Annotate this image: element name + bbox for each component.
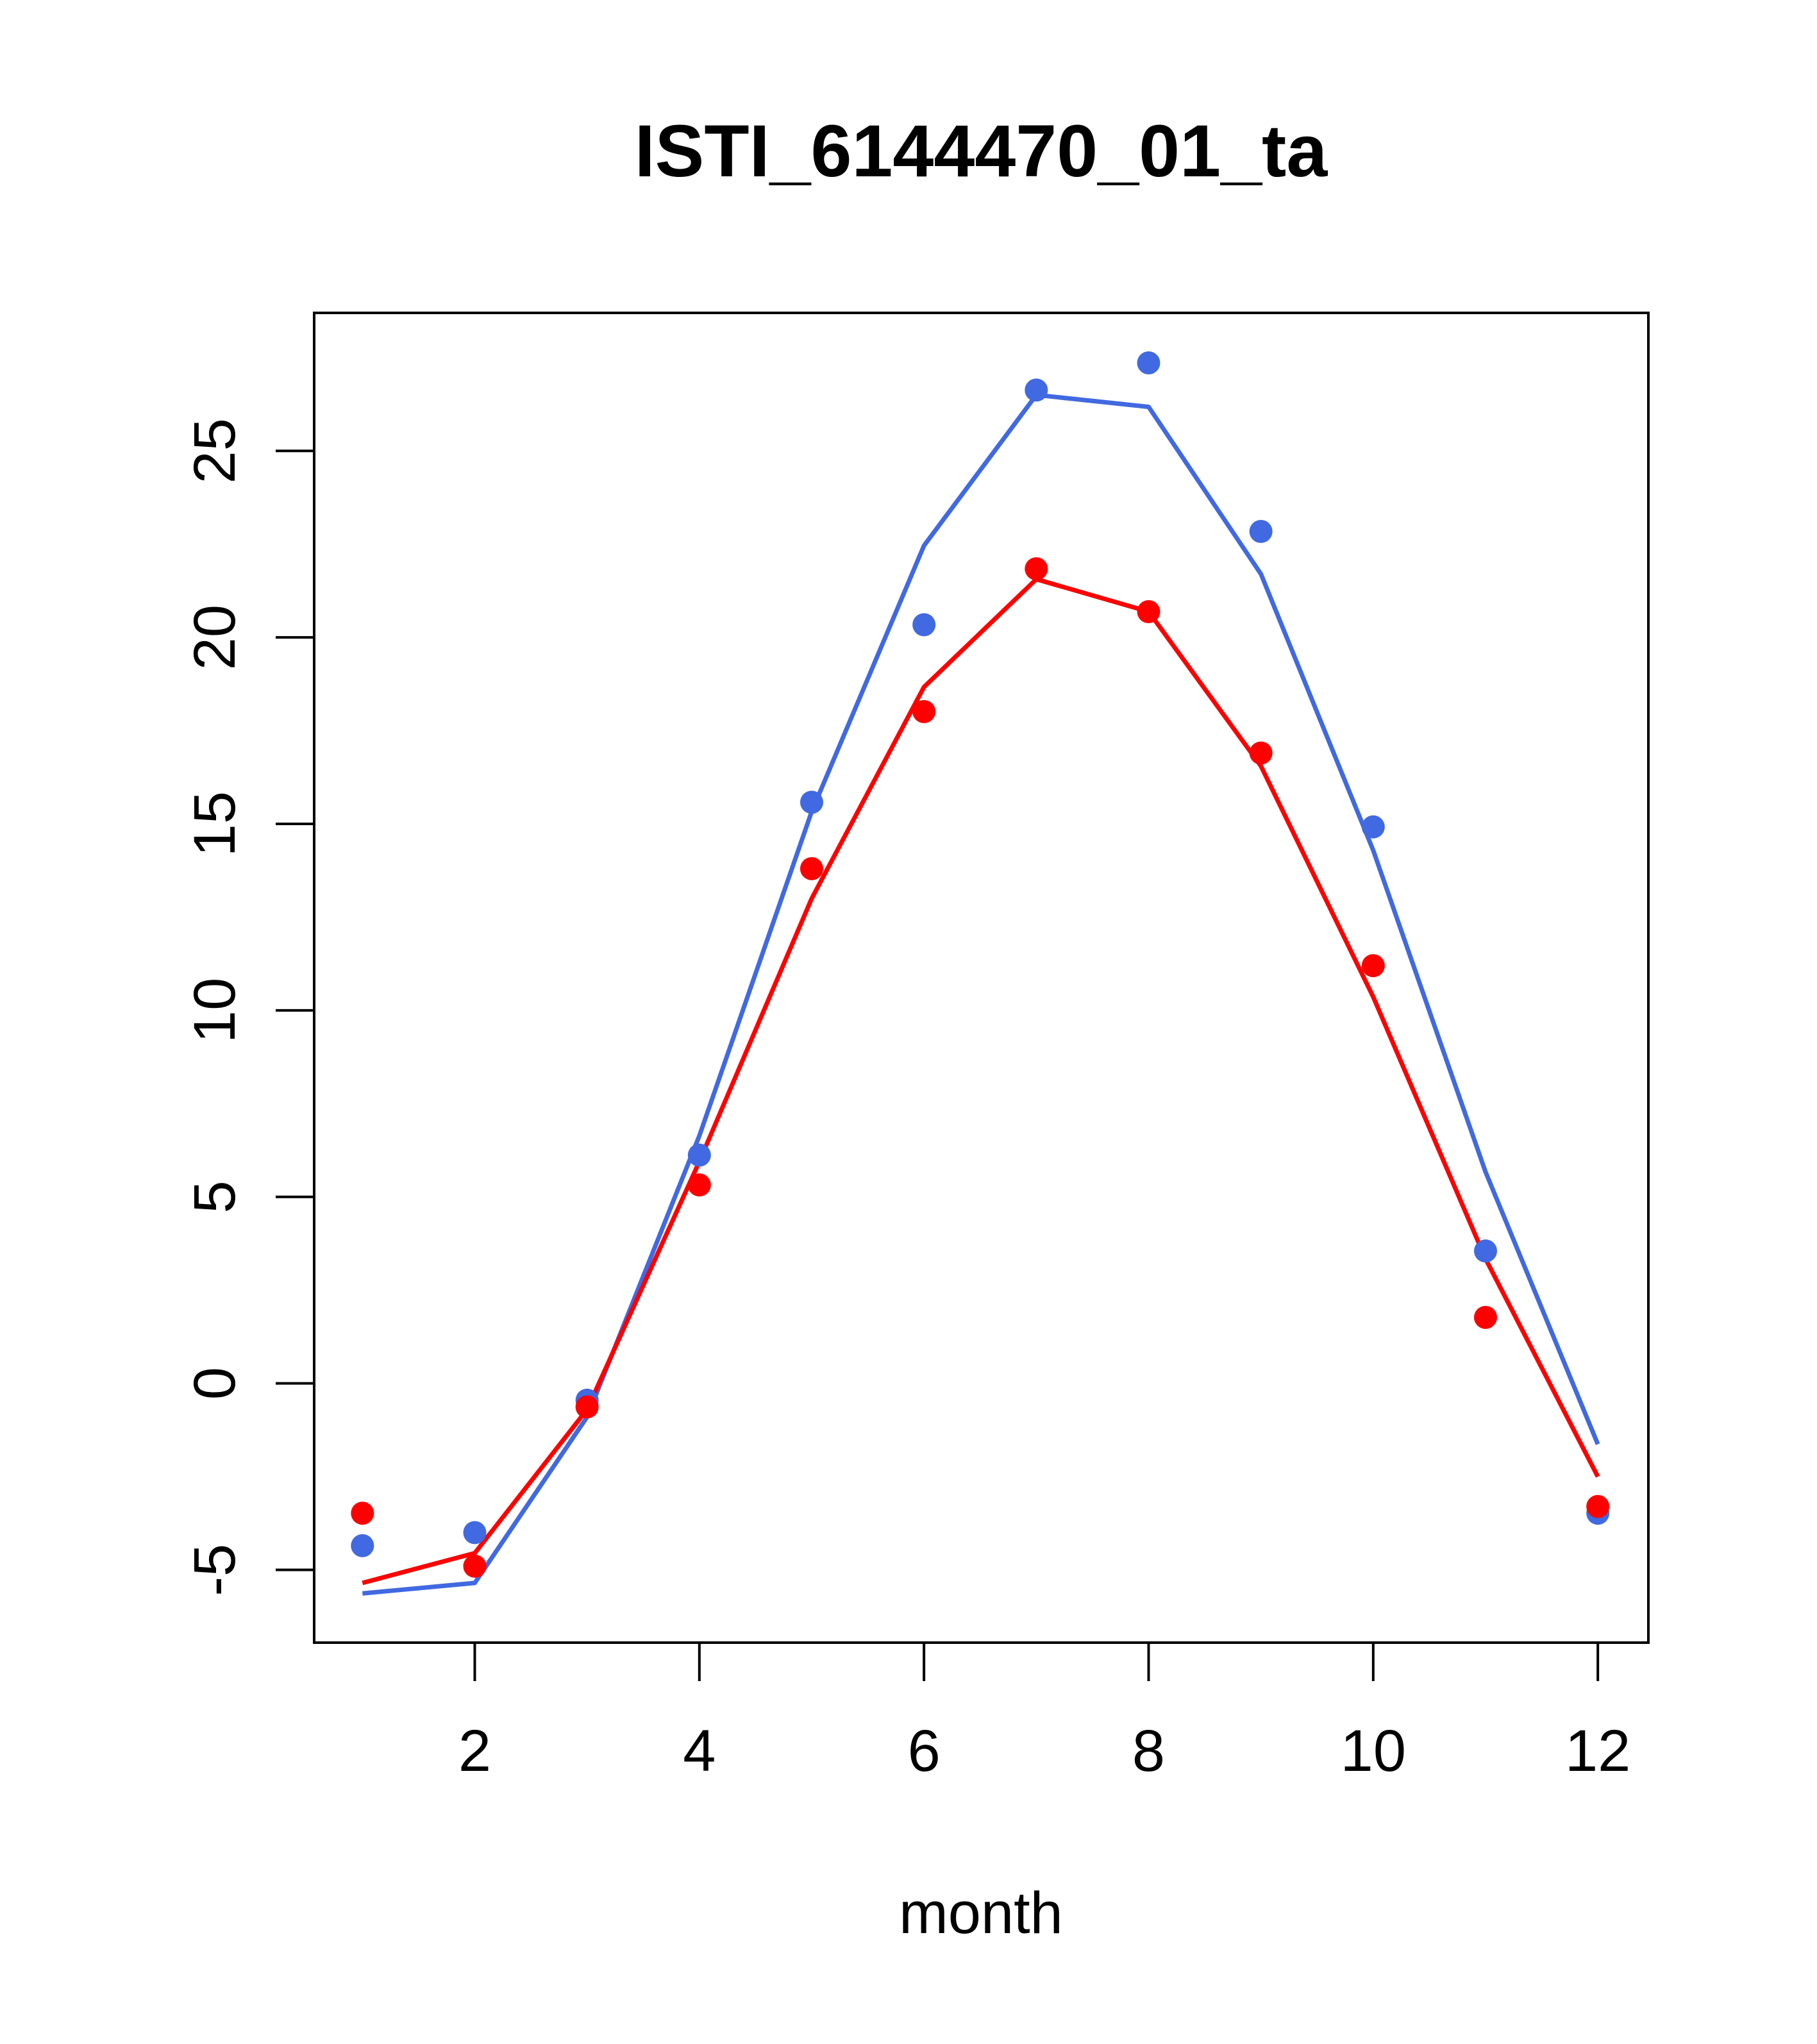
blue-line [362, 392, 1600, 1596]
y-tick-label: 20 [182, 605, 247, 670]
red-point [1137, 599, 1160, 623]
x-tick-label: 4 [683, 1718, 716, 1784]
y-tick-label: 15 [182, 791, 247, 857]
y-tick-label: 5 [182, 1180, 247, 1213]
red-point [351, 1502, 374, 1525]
x-tick-label: 2 [458, 1718, 491, 1784]
x-axis: 2 4 6 8 10 12 [458, 1641, 1630, 1784]
red-point [912, 699, 936, 723]
red-point [1025, 557, 1048, 581]
red-point [575, 1395, 599, 1419]
blue-point [1474, 1239, 1498, 1263]
red-point [1586, 1495, 1610, 1518]
blue-point [463, 1521, 487, 1545]
blue-point [1137, 351, 1160, 374]
red-point [1249, 741, 1273, 765]
y-axis: -5 0 5 10 15 20 25 [182, 418, 315, 1596]
series-layer [351, 351, 1610, 1596]
x-tick-label: 6 [908, 1718, 941, 1784]
plot-box [313, 312, 1650, 1644]
red-line [362, 576, 1600, 1586]
y-tick-label: -5 [182, 1544, 247, 1596]
x-tick-label: 10 [1341, 1718, 1406, 1784]
red-point [463, 1554, 487, 1578]
y-tick-label: 0 [182, 1367, 247, 1400]
blue-point [687, 1143, 711, 1167]
x-tick-label: 12 [1565, 1718, 1630, 1784]
y-tick-label: 25 [182, 418, 247, 483]
x-axis-label: month [899, 1881, 1063, 1946]
red-point [1474, 1305, 1498, 1329]
y-tick-label: 10 [182, 978, 247, 1043]
chart-title: ISTI_6144470_01_ta [635, 110, 1328, 192]
blue-point [1249, 519, 1273, 543]
blue-point [800, 791, 823, 814]
red-point [800, 857, 823, 880]
blue-point [1025, 378, 1048, 402]
x-tick-label: 8 [1132, 1718, 1165, 1784]
blue-point [1361, 815, 1385, 839]
red-point [1361, 954, 1385, 978]
blue-point [912, 613, 936, 637]
blue-point [351, 1534, 374, 1557]
red-point [687, 1173, 711, 1197]
